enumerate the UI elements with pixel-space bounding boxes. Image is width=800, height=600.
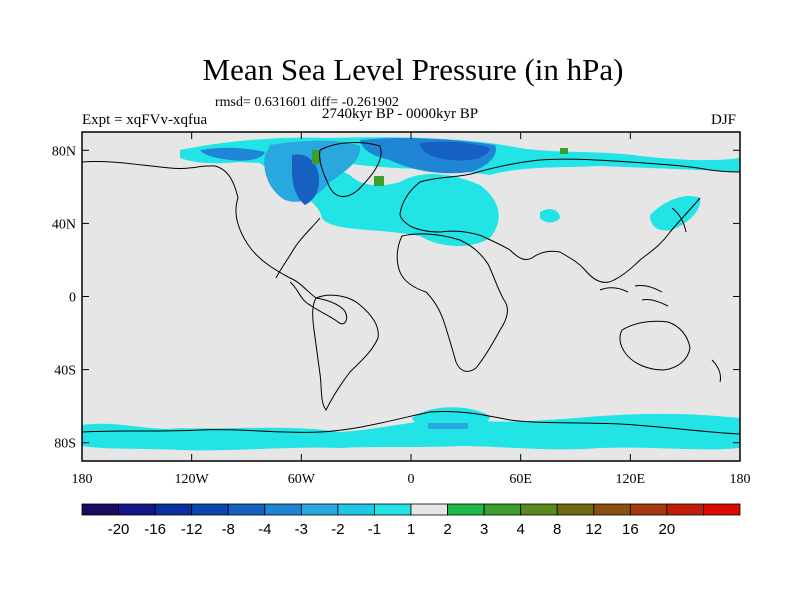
coastline-japan bbox=[671, 207, 687, 233]
colorbar-swatch bbox=[300, 503, 339, 516]
colorbar-swatch bbox=[374, 503, 412, 516]
colorbar-label: -20 bbox=[108, 521, 130, 538]
y-axis: 80N 40N 0 40S 80S bbox=[52, 144, 740, 452]
anomaly-davis-strait bbox=[292, 154, 320, 205]
y-tick-label: 80N bbox=[52, 144, 76, 159]
x-tick-label: 120E bbox=[616, 472, 646, 487]
colorbar-label: 4 bbox=[516, 521, 524, 538]
x-tick-label: 180 bbox=[730, 472, 751, 487]
colorbar-swatch bbox=[410, 503, 448, 516]
coastline-antarctica bbox=[82, 410, 740, 435]
coastline-australia bbox=[619, 320, 691, 371]
colorbar-swatch bbox=[483, 503, 522, 516]
coastline-indonesia bbox=[599, 285, 669, 307]
anomaly-north-pacific bbox=[650, 195, 701, 231]
colorbar-swatch bbox=[118, 503, 156, 516]
y-tick-label: 40S bbox=[54, 364, 76, 379]
colorbar-label: -3 bbox=[295, 521, 308, 538]
x-tick-label: 180 bbox=[72, 472, 93, 487]
anomaly-canadian-arctic bbox=[200, 147, 265, 161]
colorbar-swatch bbox=[154, 503, 193, 516]
y-tick-label: 40N bbox=[52, 217, 76, 232]
colorbar-label: 20 bbox=[659, 521, 676, 538]
colorbar-swatch bbox=[593, 503, 631, 516]
colorbar-label: 8 bbox=[553, 521, 561, 538]
y-tick-label: 0 bbox=[69, 291, 76, 306]
anomaly-positive-baffin bbox=[374, 176, 384, 186]
x-axis: 180 120W 60W 0 60E 120E 180 bbox=[72, 132, 751, 487]
coastline-new-zealand bbox=[711, 359, 721, 383]
season-label: DJF bbox=[711, 112, 737, 128]
anomaly-weddell-core bbox=[428, 423, 468, 429]
colorbar-label: -8 bbox=[222, 521, 235, 538]
colorbar-swatch bbox=[227, 503, 266, 516]
colorbar-swatch bbox=[191, 503, 229, 516]
colorbar-label: -4 bbox=[258, 521, 271, 538]
anomaly-north-pacific-small bbox=[540, 209, 560, 223]
colorbar-swatch bbox=[666, 503, 704, 516]
colorbar-label: -2 bbox=[331, 521, 344, 538]
x-tick-label: 60W bbox=[288, 472, 316, 487]
colorbar-swatch bbox=[81, 503, 119, 516]
colorbar-swatch bbox=[264, 503, 302, 516]
colorbar-swatch bbox=[556, 503, 595, 516]
experiment-label: Expt = xqFVv-xqfua bbox=[82, 112, 208, 128]
map-title: Mean Sea Level Pressure (in hPa) bbox=[202, 52, 624, 87]
colorbar-swatch bbox=[447, 503, 485, 516]
stats-label: rmsd= 0.631601 diff= -0.261902 bbox=[215, 95, 399, 110]
colorbar-label: 3 bbox=[480, 521, 488, 538]
colorbar-swatch bbox=[520, 503, 558, 516]
x-tick-label: 120W bbox=[175, 472, 210, 487]
coastlines bbox=[82, 142, 740, 435]
period-label: 2740kyr BP - 0000kyr BP bbox=[322, 106, 479, 122]
x-tick-label: 60E bbox=[509, 472, 532, 487]
colorbar-label: -12 bbox=[181, 521, 203, 538]
anomaly-positive-svalbard bbox=[560, 148, 568, 154]
coastline-greenland bbox=[319, 142, 382, 197]
coastline-north-america bbox=[82, 161, 348, 325]
colorbar-swatch bbox=[703, 503, 741, 516]
coastline-south-america bbox=[312, 294, 379, 411]
coastline-africa bbox=[396, 233, 508, 372]
colorbar-label: 12 bbox=[585, 521, 602, 538]
colorbar-label: -16 bbox=[144, 521, 166, 538]
colorbar-swatch bbox=[337, 503, 375, 516]
anomaly-positive-greenland bbox=[312, 150, 320, 164]
colorbar: -20 -16 -12 -8 -4 -3 -2 -1 1 2 3 4 8 12 16 20 bbox=[81, 503, 741, 538]
colorbar-label: 16 bbox=[622, 521, 639, 538]
colorbar-label: -1 bbox=[368, 521, 381, 538]
y-tick-label: 80S bbox=[54, 437, 76, 452]
colorbar-swatch bbox=[629, 503, 668, 516]
coastline-eurasia bbox=[399, 158, 740, 283]
anomaly-kara-sea bbox=[420, 141, 490, 161]
colorbar-label: 2 bbox=[443, 521, 451, 538]
colorbar-label: 1 bbox=[407, 521, 415, 538]
x-tick-label: 0 bbox=[408, 472, 415, 487]
